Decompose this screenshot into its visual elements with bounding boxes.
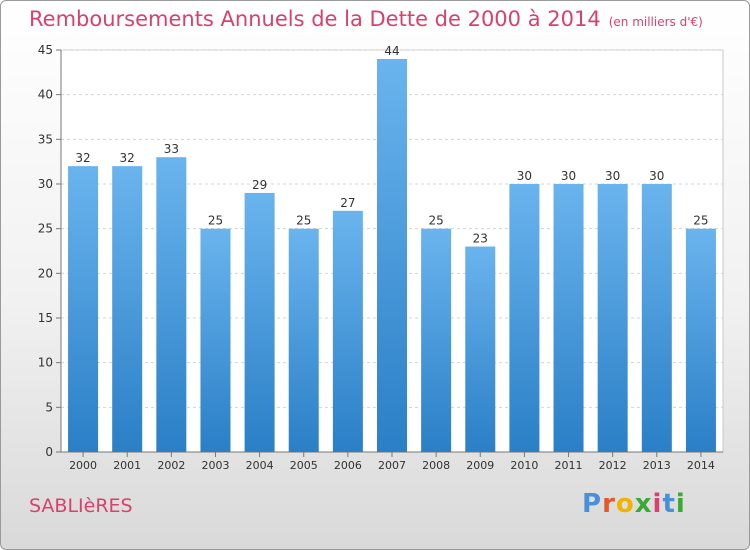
bar <box>200 228 231 452</box>
data-label: 29 <box>252 178 267 192</box>
x-tick-label: 2009 <box>466 459 494 472</box>
data-label: 32 <box>120 151 135 165</box>
data-label: 44 <box>384 44 399 58</box>
x-tick-label: 2006 <box>334 459 362 472</box>
data-label: 25 <box>428 214 443 228</box>
bar <box>421 228 452 452</box>
data-label: 30 <box>561 169 576 183</box>
logo-letter: P <box>582 489 603 519</box>
bar <box>288 228 319 452</box>
logo-letter: i <box>675 489 686 519</box>
data-label: 33 <box>164 142 179 156</box>
data-label: 25 <box>296 214 311 228</box>
logo-letter: x <box>634 489 653 519</box>
y-tick-label: 40 <box>38 88 53 102</box>
unit-label: (en milliers d'€) <box>608 15 703 29</box>
x-tick-label: 2011 <box>555 459 583 472</box>
bar <box>553 184 584 452</box>
data-label: 27 <box>340 196 355 210</box>
bar <box>156 157 187 452</box>
logo-letter: t <box>662 489 676 519</box>
x-tick-label: 2001 <box>113 459 141 472</box>
data-label: 25 <box>693 214 708 228</box>
y-tick-label: 0 <box>45 445 53 459</box>
x-tick-label: 2000 <box>69 459 97 472</box>
data-label: 23 <box>473 232 488 246</box>
bar <box>112 166 143 452</box>
y-tick-label: 5 <box>45 400 53 414</box>
x-tick-label: 2008 <box>422 459 450 472</box>
y-tick-label: 20 <box>38 266 53 280</box>
y-tick-label: 45 <box>38 43 53 57</box>
logo-letter: i <box>652 489 663 519</box>
bar <box>244 192 275 452</box>
bar <box>465 246 496 452</box>
title-text: Remboursements Annuels de la Dette de 20… <box>29 7 601 31</box>
y-tick-label: 10 <box>38 356 53 370</box>
x-tick-label: 2013 <box>643 459 671 472</box>
x-tick-label: 2003 <box>201 459 229 472</box>
x-tick-label: 2005 <box>290 459 318 472</box>
x-tick-label: 2004 <box>246 459 274 472</box>
bar <box>641 184 672 452</box>
data-label: 32 <box>75 151 90 165</box>
bar <box>597 184 628 452</box>
logo-letter: o <box>615 489 635 519</box>
bar <box>68 166 99 452</box>
logo-letter: r <box>602 489 616 519</box>
y-tick-label: 15 <box>38 311 53 325</box>
bar <box>509 184 540 452</box>
data-label: 25 <box>208 214 223 228</box>
chart-title: Remboursements Annuels de la Dette de 20… <box>29 7 703 31</box>
y-tick-label: 35 <box>38 132 53 146</box>
bar <box>332 210 363 452</box>
x-tick-label: 2002 <box>157 459 185 472</box>
data-label: 30 <box>649 169 664 183</box>
city-name: SABLIèRES <box>29 495 133 517</box>
y-tick-label: 25 <box>38 222 53 236</box>
x-tick-label: 2010 <box>510 459 538 472</box>
x-tick-label: 2014 <box>687 459 715 472</box>
x-tick-label: 2012 <box>599 459 627 472</box>
data-label: 30 <box>517 169 532 183</box>
x-tick-label: 2007 <box>378 459 406 472</box>
data-label: 30 <box>605 169 620 183</box>
bar <box>376 58 408 452</box>
y-tick-label: 30 <box>38 177 53 191</box>
bar <box>685 228 716 452</box>
brand-logo: Proxiti <box>582 489 686 519</box>
